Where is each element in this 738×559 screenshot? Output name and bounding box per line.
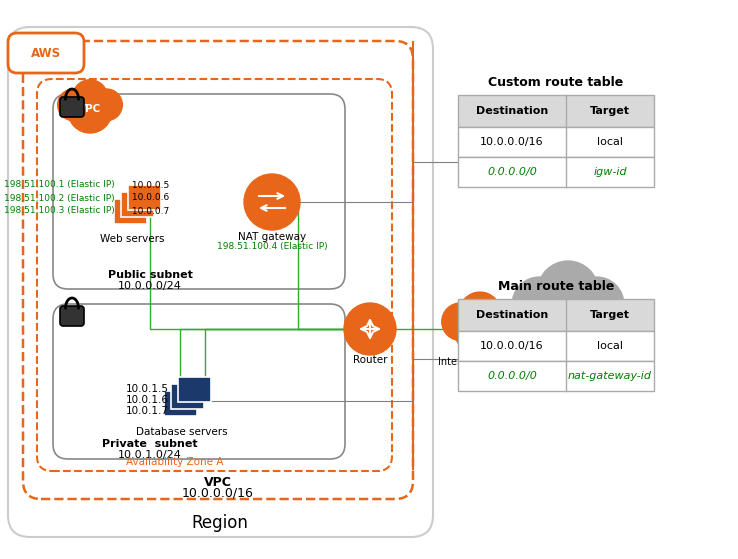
Text: Availability Zone A: Availability Zone A (126, 457, 224, 467)
Text: Custom route table: Custom route table (489, 77, 624, 89)
FancyBboxPatch shape (60, 97, 84, 117)
Circle shape (454, 303, 506, 355)
Circle shape (459, 292, 501, 334)
Text: 10.0.0.6: 10.0.0.6 (129, 193, 169, 202)
Text: 10.0.1.7: 10.0.1.7 (125, 406, 168, 416)
Text: NAT gateway: NAT gateway (238, 232, 306, 242)
Text: Target: Target (590, 106, 630, 116)
FancyBboxPatch shape (8, 27, 433, 537)
FancyBboxPatch shape (178, 377, 211, 402)
FancyBboxPatch shape (114, 199, 147, 224)
FancyBboxPatch shape (458, 95, 654, 127)
Circle shape (442, 303, 479, 340)
Text: 10.0.1.5: 10.0.1.5 (125, 384, 168, 394)
Circle shape (58, 89, 89, 121)
Text: Internet gateway: Internet gateway (438, 357, 522, 367)
FancyBboxPatch shape (53, 304, 345, 459)
FancyBboxPatch shape (458, 157, 654, 187)
Circle shape (530, 277, 606, 353)
FancyBboxPatch shape (121, 192, 154, 217)
Text: igw-id: igw-id (593, 167, 627, 177)
Text: Target: Target (590, 310, 630, 320)
Text: 10.0.0.0/16: 10.0.0.0/16 (182, 486, 254, 500)
Text: Router: Router (353, 355, 387, 365)
Text: local: local (597, 137, 623, 147)
Text: Destination: Destination (476, 310, 548, 320)
Text: 10.0.1.6: 10.0.1.6 (125, 395, 168, 405)
Text: Public subnet: Public subnet (108, 270, 193, 280)
Text: local: local (597, 341, 623, 351)
Text: VPC: VPC (78, 104, 102, 114)
Text: VPC: VPC (204, 476, 232, 489)
Text: AWS: AWS (31, 46, 61, 59)
Text: 198.51.100.4 (Elastic IP): 198.51.100.4 (Elastic IP) (217, 243, 328, 252)
Text: 10.0.1.0/24: 10.0.1.0/24 (118, 450, 182, 460)
Text: 198.51.100.2 (Elastic IP): 198.51.100.2 (Elastic IP) (4, 193, 114, 202)
Circle shape (344, 303, 396, 355)
FancyBboxPatch shape (164, 391, 197, 416)
FancyBboxPatch shape (458, 127, 654, 157)
FancyBboxPatch shape (53, 94, 345, 289)
Text: Destination: Destination (476, 106, 548, 116)
Text: nat-gateway-id: nat-gateway-id (568, 371, 652, 381)
Circle shape (68, 89, 112, 133)
Text: 10.0.0.0/24: 10.0.0.0/24 (118, 281, 182, 291)
FancyBboxPatch shape (60, 306, 84, 326)
Text: 10.0.0.7: 10.0.0.7 (129, 206, 169, 216)
FancyBboxPatch shape (458, 331, 654, 361)
Text: 0.0.0.0/0: 0.0.0.0/0 (487, 167, 537, 177)
Text: Database servers: Database servers (137, 427, 228, 437)
Circle shape (480, 303, 518, 340)
Text: 10.0.0.0/16: 10.0.0.0/16 (480, 137, 544, 147)
FancyBboxPatch shape (128, 185, 161, 210)
Text: Private  subnet: Private subnet (102, 439, 198, 449)
FancyBboxPatch shape (458, 361, 654, 391)
Text: 198.51.100.1 (Elastic IP): 198.51.100.1 (Elastic IP) (4, 181, 114, 190)
Text: 10.0.0.0/16: 10.0.0.0/16 (480, 341, 544, 351)
Circle shape (537, 261, 599, 322)
Text: 10.0.0.5: 10.0.0.5 (129, 181, 169, 190)
Text: Web servers: Web servers (100, 234, 165, 244)
Circle shape (512, 277, 567, 331)
Text: Region: Region (192, 514, 249, 532)
Circle shape (244, 174, 300, 230)
Text: ☁: ☁ (470, 315, 490, 334)
FancyBboxPatch shape (458, 299, 654, 331)
FancyBboxPatch shape (8, 33, 84, 73)
Text: 0.0.0.0/0: 0.0.0.0/0 (487, 371, 537, 381)
Circle shape (569, 277, 624, 331)
FancyBboxPatch shape (171, 384, 204, 409)
Text: 198.51.100.3 (Elastic IP): 198.51.100.3 (Elastic IP) (4, 206, 114, 216)
Text: Main route table: Main route table (498, 281, 614, 293)
Circle shape (91, 89, 123, 121)
Circle shape (72, 80, 108, 115)
